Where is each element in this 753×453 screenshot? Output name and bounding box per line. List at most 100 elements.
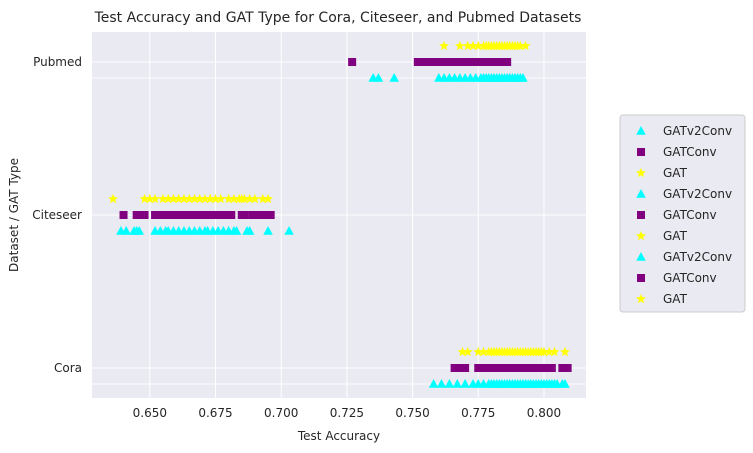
triangle-point (428, 379, 439, 388)
x-tick-label: 0.750 (395, 406, 429, 420)
star-point (257, 193, 268, 204)
triangle-point (121, 226, 131, 235)
y-tick-label: Pubmed (33, 55, 82, 69)
x-tick-label: 0.675 (198, 406, 232, 420)
star-point (157, 193, 168, 204)
square-point (266, 211, 275, 219)
star-point (462, 346, 473, 357)
star-point (473, 40, 484, 51)
legend-label: GAT (663, 292, 688, 306)
x-tick-label: 0.725 (330, 406, 364, 420)
triangle-point (389, 73, 399, 82)
triangle-point (560, 379, 570, 388)
square-point (227, 211, 236, 219)
legend-label: GAT (663, 229, 688, 243)
star-point (210, 193, 221, 204)
legend: GATv2Conv GATConv GAT GATv2Conv GATConv GAT GA… (619, 114, 746, 313)
star-point (473, 346, 484, 357)
star-point (228, 193, 239, 204)
star-point (454, 40, 465, 51)
triangle-point (134, 226, 145, 235)
star-point (163, 193, 174, 204)
star-point (205, 193, 216, 204)
legend-square-icon (637, 211, 645, 219)
x-tick-label: 0.700 (264, 406, 298, 420)
square-point (461, 364, 470, 372)
star-point (139, 193, 150, 204)
legend-label: GATv2Conv (663, 187, 732, 201)
star-point (215, 193, 226, 204)
star-point (168, 193, 179, 204)
legend-box (619, 114, 746, 313)
triangle-point (436, 379, 447, 388)
legend-label: GATConv (663, 145, 717, 159)
star-point (263, 193, 274, 204)
star-point (189, 193, 200, 204)
square-point (261, 211, 270, 219)
square-point (153, 211, 162, 219)
star-point (515, 40, 526, 51)
legend-triangle-icon (636, 126, 646, 135)
star-point (544, 346, 555, 357)
legend-label: GATv2Conv (663, 250, 732, 264)
y-tick-labels: Cora Citeseer Pubmed (32, 55, 82, 375)
star-point (559, 346, 570, 357)
legend-triangle-icon (636, 252, 646, 261)
triangle-point (444, 379, 455, 388)
square-point (348, 58, 357, 66)
star-point (520, 40, 531, 51)
legend-square-icon (637, 148, 645, 156)
legend-square-icon (637, 274, 645, 282)
star-point (200, 193, 210, 204)
star-point (439, 40, 450, 51)
x-tick-label: 0.650 (133, 406, 167, 420)
star-point (478, 346, 489, 357)
x-tick-label: 0.800 (527, 406, 561, 420)
star-point (457, 346, 468, 357)
legend-star-icon (636, 167, 646, 178)
legend-label: GATConv (663, 208, 717, 222)
triangle-point (231, 226, 242, 235)
square-point (547, 364, 556, 372)
chart-title: Test Accuracy and GAT Type for Cora, Cit… (94, 10, 582, 26)
star-point (223, 193, 234, 204)
star-point (144, 193, 155, 204)
triangle-point (518, 73, 528, 82)
y-axis-label: Dataset / GAT Type (7, 158, 21, 272)
square-point (256, 211, 265, 219)
square-point (119, 211, 128, 219)
triangle-point (284, 226, 294, 235)
star-point (549, 346, 560, 357)
square-point (135, 211, 144, 219)
star-point (244, 193, 255, 204)
star-point (173, 193, 184, 204)
legend-star-icon (636, 293, 646, 304)
star-point (249, 193, 260, 204)
triangle-point (263, 226, 273, 235)
data-points (108, 40, 572, 388)
legend-star-icon (636, 230, 646, 241)
x-tick-label: 0.775 (461, 406, 495, 420)
triangle-point (460, 379, 470, 388)
square-point (503, 58, 512, 66)
legend-label: GAT (663, 166, 688, 180)
y-tick-label: Cora (54, 361, 82, 375)
star-point (150, 193, 161, 204)
x-axis-label: Test Accuracy (297, 429, 380, 443)
star-point (178, 193, 189, 204)
y-tick-label: Citeseer (32, 208, 82, 222)
triangle-point (373, 73, 384, 82)
square-point (563, 364, 572, 372)
legend-label: GATv2Conv (663, 124, 732, 138)
square-point (250, 211, 259, 219)
square-point (140, 211, 149, 219)
star-point (462, 40, 473, 51)
x-tick-labels: 0.650 0.675 0.700 0.725 0.750 0.775 0.800 (133, 406, 562, 420)
triangle-point (452, 379, 462, 388)
triangle-point (244, 226, 255, 235)
star-point (184, 193, 195, 204)
legend-triangle-icon (636, 189, 646, 198)
legend-label: GATConv (663, 271, 717, 285)
star-point (194, 193, 205, 204)
